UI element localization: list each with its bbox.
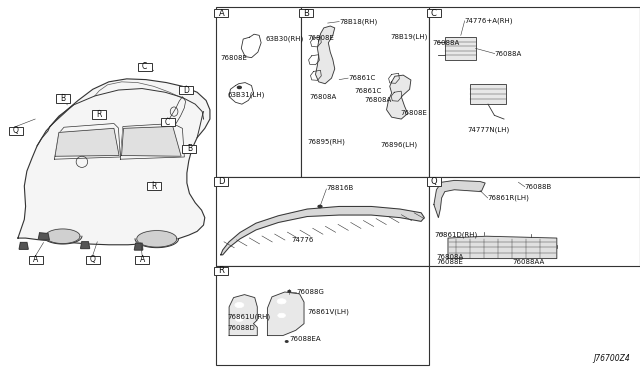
Polygon shape bbox=[18, 79, 210, 245]
Text: 76808A: 76808A bbox=[365, 97, 392, 103]
Polygon shape bbox=[229, 295, 257, 336]
Polygon shape bbox=[55, 128, 119, 156]
Bar bbox=[299, 9, 313, 17]
Text: D: D bbox=[183, 86, 189, 94]
Bar bbox=[182, 145, 196, 153]
Text: 76808A: 76808A bbox=[436, 254, 464, 260]
Circle shape bbox=[236, 317, 243, 321]
Text: 76088G: 76088G bbox=[296, 289, 324, 295]
Text: C: C bbox=[431, 9, 437, 17]
Text: 76895(RH): 76895(RH) bbox=[307, 139, 345, 145]
Text: Q: Q bbox=[13, 126, 19, 135]
Polygon shape bbox=[221, 206, 424, 255]
Text: B: B bbox=[60, 94, 65, 103]
Bar bbox=[427, 177, 441, 186]
Text: 76808E: 76808E bbox=[307, 35, 334, 41]
Bar bbox=[161, 118, 175, 126]
Text: 76861D(RH): 76861D(RH) bbox=[434, 232, 477, 238]
Polygon shape bbox=[434, 180, 485, 218]
Text: C: C bbox=[165, 118, 170, 126]
Text: 76088E: 76088E bbox=[436, 259, 463, 265]
Circle shape bbox=[277, 299, 286, 304]
Bar bbox=[445, 37, 476, 60]
Bar bbox=[470, 84, 506, 104]
Text: 76088B: 76088B bbox=[525, 184, 552, 190]
Polygon shape bbox=[122, 126, 181, 156]
Polygon shape bbox=[81, 242, 90, 248]
Bar bbox=[429, 7, 640, 177]
Polygon shape bbox=[268, 292, 304, 336]
Text: 76861C: 76861C bbox=[354, 88, 381, 94]
Text: 63B30(RH): 63B30(RH) bbox=[266, 36, 304, 42]
Bar bbox=[214, 9, 228, 17]
Polygon shape bbox=[448, 236, 557, 259]
Bar bbox=[9, 127, 23, 135]
Text: D: D bbox=[218, 177, 225, 186]
Text: 76808E: 76808E bbox=[401, 110, 428, 116]
Bar bbox=[214, 267, 228, 275]
Text: 63B31(LH): 63B31(LH) bbox=[228, 92, 265, 98]
Text: Q: Q bbox=[90, 255, 96, 264]
Text: 76896(LH): 76896(LH) bbox=[381, 142, 418, 148]
Bar bbox=[301, 7, 429, 177]
Bar bbox=[138, 63, 152, 71]
Bar bbox=[92, 110, 106, 119]
Text: 76088AA: 76088AA bbox=[512, 259, 544, 265]
Text: A: A bbox=[219, 9, 224, 17]
Circle shape bbox=[285, 341, 288, 342]
Polygon shape bbox=[316, 26, 335, 84]
Text: B: B bbox=[187, 144, 192, 153]
Bar bbox=[147, 182, 161, 190]
Text: 76088EA: 76088EA bbox=[289, 336, 321, 342]
Bar bbox=[216, 177, 429, 266]
Bar bbox=[86, 256, 100, 264]
Bar bbox=[216, 266, 429, 365]
Text: 78816B: 78816B bbox=[326, 185, 354, 191]
Bar bbox=[216, 7, 301, 177]
Text: 76088A: 76088A bbox=[495, 51, 522, 57]
Text: 76861U(RH): 76861U(RH) bbox=[228, 314, 271, 320]
Bar bbox=[427, 9, 441, 17]
Text: 76808A: 76808A bbox=[309, 94, 337, 100]
Text: A: A bbox=[33, 255, 38, 264]
Text: 74777N(LH): 74777N(LH) bbox=[467, 127, 509, 134]
Text: J76700Z4: J76700Z4 bbox=[594, 354, 630, 363]
Circle shape bbox=[278, 313, 285, 318]
Text: C: C bbox=[142, 62, 147, 71]
Polygon shape bbox=[387, 75, 411, 119]
Text: 76861C: 76861C bbox=[348, 75, 376, 81]
Text: 74776: 74776 bbox=[291, 237, 314, 243]
Circle shape bbox=[237, 86, 241, 89]
Text: 76861R(LH): 76861R(LH) bbox=[488, 195, 529, 201]
Text: 74776+A(RH): 74776+A(RH) bbox=[465, 17, 513, 24]
Circle shape bbox=[235, 302, 244, 308]
Polygon shape bbox=[38, 233, 49, 240]
Polygon shape bbox=[45, 229, 80, 243]
Text: Q: Q bbox=[431, 177, 437, 186]
Text: A: A bbox=[140, 255, 145, 264]
Text: R: R bbox=[97, 110, 102, 119]
Text: 76088D: 76088D bbox=[228, 325, 255, 331]
Polygon shape bbox=[134, 243, 143, 250]
Circle shape bbox=[288, 291, 291, 292]
Text: B: B bbox=[303, 9, 309, 17]
Bar bbox=[29, 256, 43, 264]
Bar bbox=[214, 177, 228, 186]
Bar bbox=[429, 177, 640, 266]
Text: R: R bbox=[218, 266, 225, 275]
Text: 76808E: 76808E bbox=[220, 55, 247, 61]
Bar bbox=[56, 94, 70, 103]
Circle shape bbox=[318, 205, 322, 208]
Text: 76088A: 76088A bbox=[432, 40, 460, 46]
Text: R: R bbox=[151, 182, 156, 190]
Text: 76861V(LH): 76861V(LH) bbox=[307, 308, 349, 315]
Polygon shape bbox=[19, 243, 28, 249]
Text: 78B19(LH): 78B19(LH) bbox=[390, 34, 428, 41]
Polygon shape bbox=[137, 231, 177, 247]
Text: 78B18(RH): 78B18(RH) bbox=[339, 18, 378, 25]
Bar bbox=[135, 256, 149, 264]
Bar bbox=[179, 86, 193, 94]
